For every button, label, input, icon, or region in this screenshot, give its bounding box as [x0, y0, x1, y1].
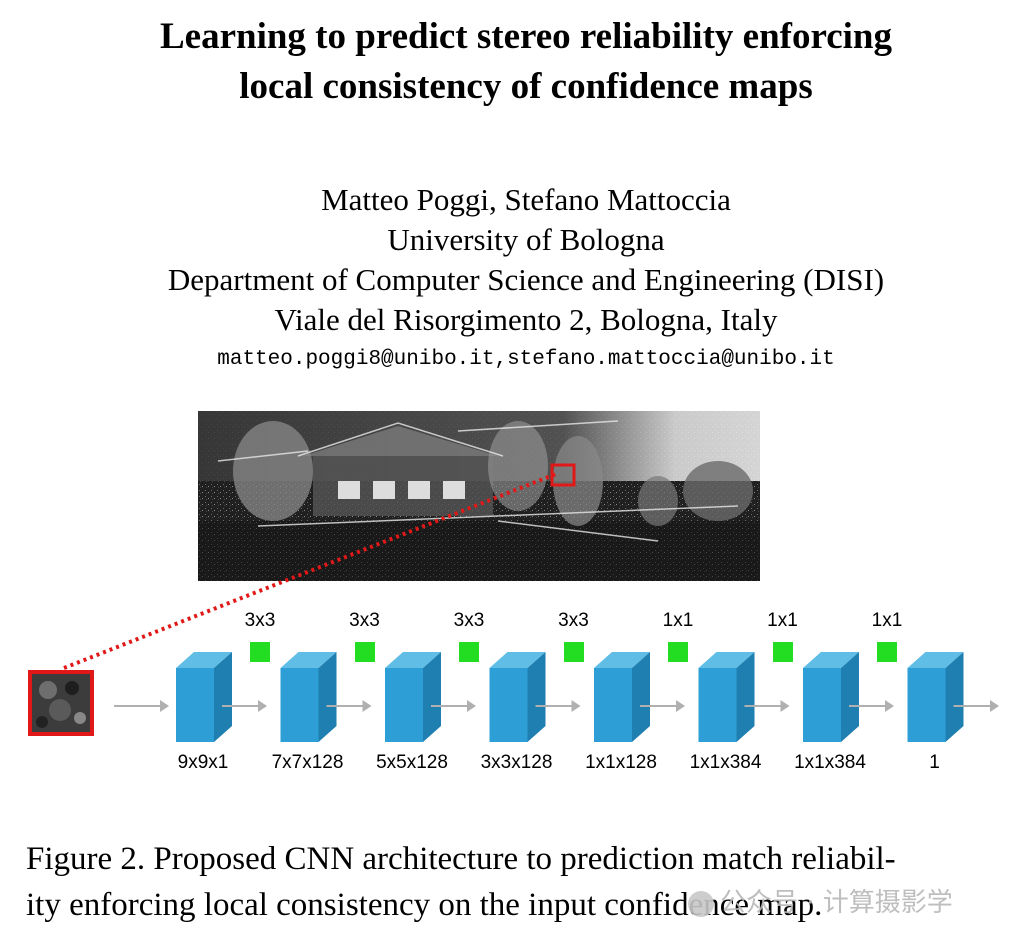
- author-emails: matteo.poggi8@unibo.it,stefano.mattoccia…: [217, 348, 835, 371]
- department: Department of Computer Science and Engin…: [167, 262, 885, 297]
- cnn-layer-block: [594, 652, 650, 742]
- wechat-icon: [688, 890, 714, 917]
- arrow-head: [362, 700, 372, 712]
- kernel-size-label: 1x1: [767, 610, 798, 631]
- layer-size-label: 1x1x384: [689, 752, 762, 773]
- paper-title: Learning to predict stereo reliability e…: [0, 12, 1020, 112]
- arrow-head: [160, 700, 169, 712]
- address: Viale del Risorgimento 2, Bologna, Italy: [274, 302, 778, 337]
- input-patch: [28, 670, 94, 736]
- arrow-head: [990, 700, 999, 712]
- watermark: 公众号 · 计算摄影学: [688, 882, 953, 919]
- kernel-size-label: 1x1: [662, 610, 694, 631]
- kernel-marker: [563, 642, 584, 662]
- layer-size-label: 1x1x384: [794, 752, 866, 773]
- watermark-text: 公众号 · 计算摄影学: [720, 888, 953, 918]
- cnn-diagram: 9x9x1 7x7x128 5x5x128 3x3x128 1x1x128 1x1x384…: [0, 590, 1020, 790]
- arrow-head: [780, 700, 790, 712]
- kernel-marker: [772, 642, 793, 662]
- layer-size-label: 3x3x128: [480, 752, 553, 773]
- confidence-map-image: [198, 411, 760, 581]
- cnn-layer-block: [489, 652, 546, 742]
- author-names: Matteo Poggi, Stefano Mattoccia: [321, 182, 731, 217]
- cnn-layer-block: [176, 652, 232, 742]
- kernel-size-label: 3x3: [453, 610, 485, 631]
- title-line-2: local consistency of confidence maps: [239, 66, 813, 107]
- kernel-marker: [354, 642, 375, 662]
- kernel-size-label: 1x1: [871, 610, 903, 631]
- kernel-marker: [459, 642, 479, 662]
- cnn-layer-block: [803, 652, 859, 742]
- arrow-head: [885, 700, 894, 712]
- author-block: Matteo Poggi, Stefano Mattoccia Universi…: [0, 180, 1020, 340]
- layer-size-label: 5x5x128: [376, 752, 448, 773]
- title-line-1: Learning to predict stereo reliability e…: [159, 16, 893, 57]
- layer-size-label: 1x1x128: [585, 752, 657, 773]
- kernel-size-label: 3x3: [349, 610, 380, 631]
- arrow-head: [676, 700, 685, 712]
- cnn-layer-block: [385, 652, 441, 742]
- layer-size-label: 9x9x1: [177, 752, 229, 773]
- arrow-head: [258, 700, 267, 712]
- kernel-size-label: 3x3: [244, 610, 276, 631]
- cnn-layer-block: [280, 652, 337, 742]
- kernel-marker: [668, 642, 688, 662]
- layer-size-label: 7x7x128: [271, 752, 344, 773]
- caption-line-1: Figure 2. Proposed CNN architecture to p…: [26, 841, 896, 877]
- layer-size-label: 1: [929, 752, 940, 773]
- arrow-head: [571, 700, 581, 712]
- university: University of Bologna: [387, 222, 665, 257]
- cnn-layer-block: [698, 652, 755, 742]
- cnn-layer-block: [907, 652, 964, 742]
- kernel-marker: [877, 642, 897, 662]
- arrow-head: [467, 700, 476, 712]
- kernel-marker: [250, 642, 270, 662]
- kernel-size-label: 3x3: [558, 610, 589, 631]
